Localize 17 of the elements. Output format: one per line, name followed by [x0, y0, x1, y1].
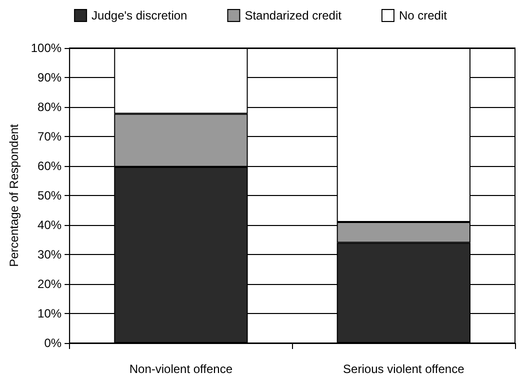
y-tick-label: 40% — [38, 218, 62, 232]
legend-label: No credit — [398, 8, 448, 22]
y-tick-label: 50% — [38, 188, 62, 202]
y-tick-label: 70% — [38, 130, 62, 144]
y-axis-title: Percentage of Respondent — [7, 123, 21, 267]
y-tick-label: 90% — [38, 70, 62, 84]
y-tick-label: 80% — [38, 100, 62, 114]
y-tick-label: 20% — [38, 277, 62, 291]
legend-label: Standarized credit — [244, 8, 342, 22]
y-tick-label: 60% — [38, 159, 62, 173]
y-tick-label: 30% — [38, 248, 62, 262]
y-tick-label: 100% — [30, 41, 62, 55]
x-tick-label: Non-violent offence — [129, 362, 233, 376]
y-tick-label: 10% — [38, 306, 62, 320]
x-tick-label: Serious violent offence — [343, 362, 465, 376]
legend-label: Judge's discretion — [92, 8, 188, 22]
y-tick-label: 0% — [44, 336, 62, 350]
